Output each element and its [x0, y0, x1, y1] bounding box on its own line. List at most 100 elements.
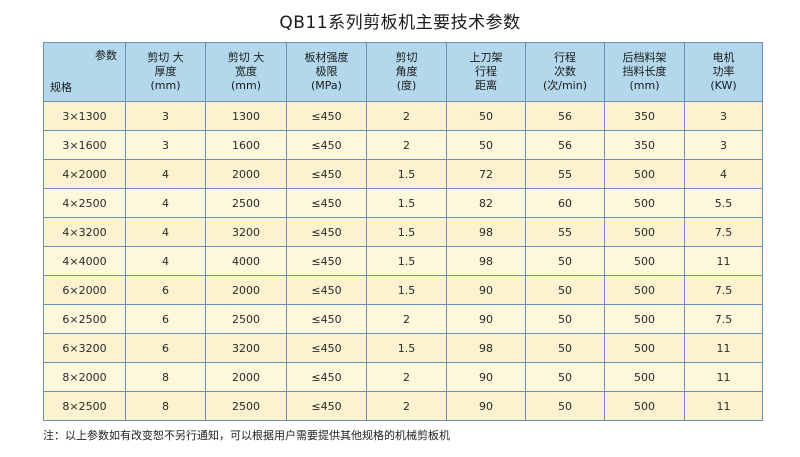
cell-strength-limit: ≤450	[286, 304, 367, 334]
cell-strength-limit: ≤450	[286, 217, 367, 247]
cell-stroke-count: 55	[525, 159, 605, 189]
cell-motor-power: 7.5	[684, 217, 763, 247]
cell-spec: 4×4000	[43, 246, 126, 276]
cell-motor-power: 11	[684, 362, 763, 392]
cell-motor-power: 11	[684, 333, 763, 363]
header-corner-params: 参数	[95, 49, 117, 62]
cell-strength-limit: ≤450	[286, 188, 367, 218]
cell-strength-limit: ≤450	[286, 101, 367, 131]
cell-spec: 4×3200	[43, 217, 126, 247]
table-row: 3×1300 3 1300 ≤450 2 50 56 350 3	[43, 101, 763, 131]
header-cell-backgauge-length: 后档料架 挡料长度 (mm)	[604, 42, 685, 102]
cell-stroke-count: 55	[525, 217, 605, 247]
cell-blade-travel: 50	[446, 130, 526, 160]
table-row: 3×1600 3 1600 ≤450 2 50 56 350 3	[43, 130, 763, 160]
cell-max-width: 2500	[205, 188, 287, 218]
cell-max-width: 1600	[205, 130, 287, 160]
cell-shear-angle: 1.5	[366, 333, 447, 363]
table-row: 6×3200 6 3200 ≤450 1.5 98 50 500 11	[43, 333, 763, 363]
cell-max-width: 2000	[205, 159, 287, 189]
cell-motor-power: 5.5	[684, 188, 763, 218]
header-corner-cell: 参数 规格	[43, 42, 126, 102]
table-row: 6×2500 6 2500 ≤450 2 90 50 500 7.5	[43, 304, 763, 334]
cell-blade-travel: 90	[446, 275, 526, 305]
header-cell-max-width: 剪切 大 宽度 (mm)	[205, 42, 287, 102]
cell-spec: 3×1300	[43, 101, 126, 131]
cell-stroke-count: 50	[525, 304, 605, 334]
header-cell-strength-limit: 板材强度 极限 (MPa)	[286, 42, 367, 102]
cell-shear-angle: 2	[366, 391, 447, 421]
cell-shear-angle: 2	[366, 362, 447, 392]
cell-backgauge-length: 350	[604, 130, 685, 160]
cell-backgauge-length: 500	[604, 362, 685, 392]
cell-stroke-count: 60	[525, 188, 605, 218]
cell-shear-angle: 1.5	[366, 159, 447, 189]
cell-max-thickness: 6	[125, 275, 206, 305]
cell-motor-power: 3	[684, 101, 763, 131]
cell-blade-travel: 90	[446, 362, 526, 392]
cell-motor-power: 3	[684, 130, 763, 160]
cell-shear-angle: 1.5	[366, 275, 447, 305]
cell-max-thickness: 4	[125, 217, 206, 247]
header-corner-spec: 规格	[50, 81, 72, 94]
cell-shear-angle: 1.5	[366, 246, 447, 276]
cell-strength-limit: ≤450	[286, 362, 367, 392]
table-row: 4×2000 4 2000 ≤450 1.5 72 55 500 4	[43, 159, 763, 189]
cell-motor-power: 7.5	[684, 304, 763, 334]
cell-max-thickness: 4	[125, 246, 206, 276]
cell-shear-angle: 2	[366, 304, 447, 334]
cell-max-width: 3200	[205, 333, 287, 363]
table-row: 4×3200 4 3200 ≤450 1.5 98 55 500 7.5	[43, 217, 763, 247]
cell-backgauge-length: 500	[604, 217, 685, 247]
header-cell-stroke-count: 行程 次数 (次/min)	[525, 42, 605, 102]
cell-backgauge-length: 500	[604, 275, 685, 305]
cell-stroke-count: 50	[525, 333, 605, 363]
cell-strength-limit: ≤450	[286, 275, 367, 305]
cell-strength-limit: ≤450	[286, 159, 367, 189]
cell-spec: 8×2000	[43, 362, 126, 392]
cell-max-thickness: 4	[125, 159, 206, 189]
cell-max-thickness: 8	[125, 362, 206, 392]
table-row: 8×2500 8 2500 ≤450 2 90 50 500 11	[43, 391, 763, 421]
cell-stroke-count: 56	[525, 130, 605, 160]
cell-stroke-count: 50	[525, 362, 605, 392]
cell-strength-limit: ≤450	[286, 246, 367, 276]
cell-blade-travel: 90	[446, 391, 526, 421]
cell-motor-power: 11	[684, 391, 763, 421]
footnote: 注：以上参数如有改变恕不另行通知，可以根据用户需要提供其他规格的机械剪板机	[43, 429, 450, 442]
cell-max-width: 4000	[205, 246, 287, 276]
header-cell-motor-power: 电机 功率 (KW)	[684, 42, 763, 102]
header-cell-shear-angle: 剪切 角度 (度)	[366, 42, 447, 102]
cell-max-thickness: 3	[125, 130, 206, 160]
table-row: 4×2500 4 2500 ≤450 1.5 82 60 500 5.5	[43, 188, 763, 218]
cell-motor-power: 11	[684, 246, 763, 276]
cell-spec: 6×2500	[43, 304, 126, 334]
table-row: 6×2000 6 2000 ≤450 1.5 90 50 500 7.5	[43, 275, 763, 305]
table-header-row: 参数 规格 剪切 大 厚度 (mm) 剪切 大 宽度 (mm) 板材强度 极限 …	[43, 42, 763, 102]
table-row: 4×4000 4 4000 ≤450 1.5 98 50 500 11	[43, 246, 763, 276]
cell-motor-power: 4	[684, 159, 763, 189]
cell-spec: 8×2500	[43, 391, 126, 421]
cell-blade-travel: 98	[446, 333, 526, 363]
cell-strength-limit: ≤450	[286, 391, 367, 421]
cell-backgauge-length: 500	[604, 159, 685, 189]
header-cell-blade-travel: 上刀架 行程 距离	[446, 42, 526, 102]
cell-backgauge-length: 500	[604, 333, 685, 363]
cell-backgauge-length: 350	[604, 101, 685, 131]
cell-shear-angle: 1.5	[366, 188, 447, 218]
cell-spec: 4×2000	[43, 159, 126, 189]
cell-spec: 4×2500	[43, 188, 126, 218]
cell-max-width: 3200	[205, 217, 287, 247]
cell-max-width: 2500	[205, 304, 287, 334]
cell-stroke-count: 50	[525, 246, 605, 276]
cell-stroke-count: 56	[525, 101, 605, 131]
cell-blade-travel: 98	[446, 217, 526, 247]
cell-spec: 6×2000	[43, 275, 126, 305]
cell-backgauge-length: 500	[604, 246, 685, 276]
cell-strength-limit: ≤450	[286, 130, 367, 160]
header-cell-max-thickness: 剪切 大 厚度 (mm)	[125, 42, 206, 102]
cell-max-thickness: 4	[125, 188, 206, 218]
cell-blade-travel: 98	[446, 246, 526, 276]
table-row: 8×2000 8 2000 ≤450 2 90 50 500 11	[43, 362, 763, 392]
cell-spec: 3×1600	[43, 130, 126, 160]
